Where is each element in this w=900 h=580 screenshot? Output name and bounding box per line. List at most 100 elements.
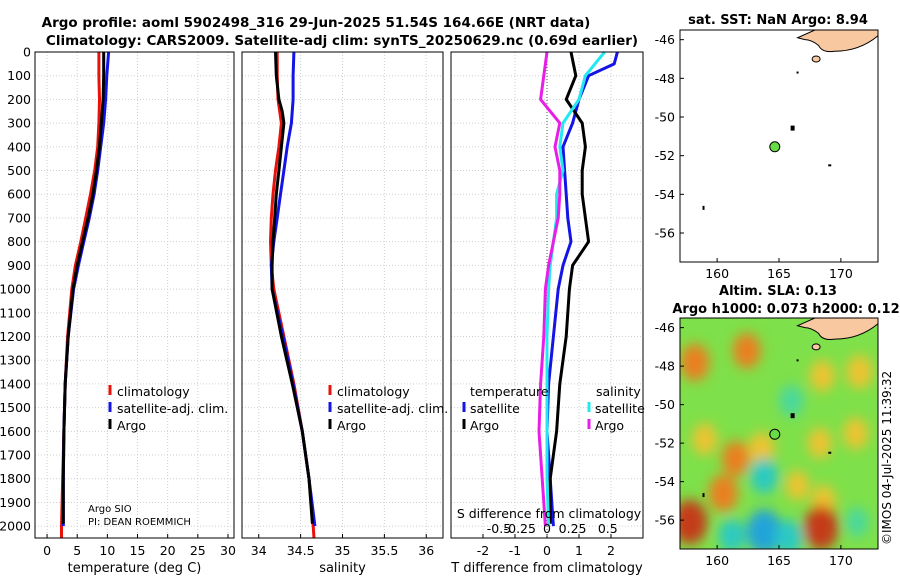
sst-map-panel: sat. SST: NaN Argo: 8.94 160 165 170 -46 -48 -… bbox=[655, 13, 879, 281]
annotation-operator: Argo SIO bbox=[88, 504, 132, 515]
y-tick-label: 600 bbox=[7, 187, 31, 202]
series-line-climatology bbox=[60, 52, 101, 538]
x-tick-label: 0 bbox=[543, 543, 551, 558]
heatmap-cell bbox=[785, 470, 810, 501]
sla-map-panel: Altim. SLA: 0.13 Argo h1000: 0.073 h2000:… bbox=[655, 284, 900, 568]
series-line-s-argo bbox=[537, 51, 562, 527]
x-tick-label: -1 bbox=[509, 543, 521, 558]
y-tick-label: 100 bbox=[7, 68, 31, 83]
legend-label: Argo bbox=[470, 418, 499, 433]
x-tick-label: 5 bbox=[73, 543, 81, 558]
argo-float-marker bbox=[769, 428, 781, 440]
heatmap-blobs bbox=[680, 333, 873, 549]
y-tick-label: 700 bbox=[7, 210, 31, 225]
heatmap-cell bbox=[750, 458, 779, 494]
x-tick-label: -2 bbox=[477, 543, 489, 558]
y-tick-label: -46 bbox=[655, 320, 675, 335]
x-tick-label: 25 bbox=[190, 543, 206, 558]
sst-map-title: sat. SST: NaN Argo: 8.94 bbox=[688, 13, 868, 28]
y-tick-label: 400 bbox=[7, 139, 31, 154]
s-tick-label: 0.25 bbox=[559, 521, 587, 536]
x-tick-label: 20 bbox=[160, 543, 176, 558]
x-axis-label: T difference from climatology bbox=[450, 561, 643, 576]
y-tick-label: 1600 bbox=[0, 424, 31, 439]
argo-float-marker bbox=[769, 141, 781, 153]
island-macquarie bbox=[702, 205, 705, 210]
difference-panel: -2 -1 0 1 2 T difference from climatology temp… bbox=[450, 51, 645, 576]
x-tick-label: 0 bbox=[43, 543, 51, 558]
x-tick-label: 35.5 bbox=[370, 543, 398, 558]
y-tick-label: -56 bbox=[655, 226, 675, 241]
heatmap-cell bbox=[680, 343, 710, 381]
land-new-zealand bbox=[796, 29, 879, 53]
heatmap-cell bbox=[843, 417, 869, 450]
sla-map-title-1: Altim. SLA: 0.13 bbox=[719, 284, 837, 299]
y-tick-label: 2000 bbox=[0, 519, 31, 534]
y-tick-label: 1700 bbox=[0, 448, 31, 463]
y-tick-label: -46 bbox=[655, 32, 675, 47]
x-tick-label: 34.5 bbox=[287, 543, 315, 558]
y-tick-label: -50 bbox=[655, 397, 675, 412]
heatmap-cell bbox=[807, 427, 832, 459]
x-tick-label: 160 bbox=[705, 553, 729, 568]
legend-label: climatology bbox=[117, 384, 190, 399]
x-tick-label: 1 bbox=[575, 543, 583, 558]
y-tick-label: -48 bbox=[655, 71, 675, 86]
x-tick-label: 35 bbox=[335, 543, 351, 558]
heatmap-cell bbox=[746, 509, 782, 549]
salinity-panel: 34 34.5 35 35.5 36 salinity climatology satelli… bbox=[241, 51, 448, 576]
heatmap-cell bbox=[775, 519, 803, 549]
island-snares bbox=[796, 359, 799, 362]
x-axis-label-salinity: S difference from climatology bbox=[457, 506, 642, 521]
y-tick-label: 1400 bbox=[0, 376, 31, 391]
y-tick-label: 800 bbox=[7, 234, 31, 249]
heatmap-cell bbox=[708, 474, 738, 512]
y-tick-label: -50 bbox=[655, 110, 675, 125]
x-tick-label: 30 bbox=[220, 543, 236, 558]
y-tick-label: 1500 bbox=[0, 400, 31, 415]
timestamp-watermark: ©IMOS 04-Jul-2025 11:39:32 bbox=[880, 371, 894, 545]
annotation-pi: PI: DEAN ROEMMICH bbox=[88, 517, 191, 528]
axes-frame bbox=[241, 51, 444, 539]
x-axis-label: salinity bbox=[319, 561, 366, 576]
x-tick-label: 15 bbox=[130, 543, 146, 558]
y-tick-label: 900 bbox=[7, 258, 31, 273]
heatmap-cell bbox=[803, 505, 839, 549]
y-tick-label: 300 bbox=[7, 116, 31, 131]
island-campbell bbox=[828, 451, 832, 454]
s-tick-label: -0.5 bbox=[487, 521, 511, 536]
temperature-panel: 0100200300400500600700800900100011001200… bbox=[0, 45, 236, 577]
y-tick-label: 1100 bbox=[0, 305, 31, 320]
legend-label: climatology bbox=[337, 384, 410, 399]
heatmap-cell bbox=[846, 355, 873, 389]
sla-map-title-2: Argo h1000: 0.073 h2000: 0.12 bbox=[672, 302, 899, 317]
y-tick-label: 0 bbox=[23, 45, 31, 60]
land-new-zealand bbox=[796, 317, 879, 341]
x-tick-label: 160 bbox=[705, 266, 729, 281]
island-auckland bbox=[790, 125, 795, 131]
legend-label: Argo bbox=[595, 418, 624, 433]
axes-frame bbox=[34, 51, 235, 539]
heatmap-cell bbox=[680, 499, 708, 545]
x-tick-label: 10 bbox=[99, 543, 115, 558]
island-auckland bbox=[790, 413, 795, 419]
x-tick-label: 2 bbox=[607, 543, 615, 558]
title-line1: Argo profile: aoml 5902498_316 29-Jun-20… bbox=[42, 15, 591, 31]
title-line2: Climatology: CARS2009. Satellite-adj cli… bbox=[46, 33, 638, 49]
y-tick-label: 1900 bbox=[0, 495, 31, 510]
island-macquarie bbox=[702, 493, 705, 498]
x-tick-label: 170 bbox=[829, 266, 853, 281]
y-tick-label: 1200 bbox=[0, 329, 31, 344]
x-tick-label: 165 bbox=[767, 553, 791, 568]
y-tick-label: -54 bbox=[655, 187, 675, 202]
island-campbell bbox=[828, 164, 832, 167]
legend-title-temperature: temperature bbox=[470, 384, 549, 399]
heatmap-cell bbox=[845, 507, 869, 537]
island-snares bbox=[796, 71, 799, 74]
legend-label: satellite-adj. clim. bbox=[337, 401, 448, 416]
series-line-t-argo bbox=[548, 51, 591, 524]
series-line-argo bbox=[61, 52, 106, 524]
legend-title-salinity: salinity bbox=[596, 384, 641, 399]
s-tick-label: 0 bbox=[543, 521, 551, 536]
